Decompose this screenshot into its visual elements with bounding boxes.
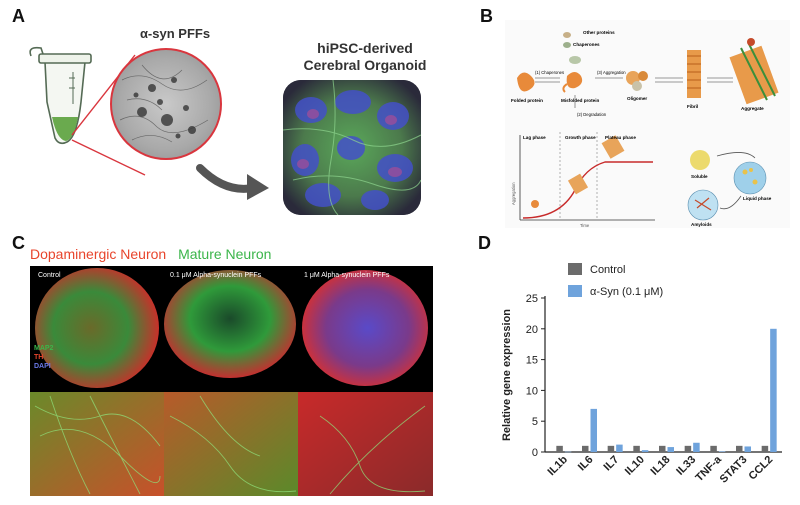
bar-il33-asyn xyxy=(693,442,700,452)
x-tick-label: IL10 xyxy=(623,454,647,478)
x-tick-label: STAT3 xyxy=(718,454,750,486)
aggregate-text: Aggregate xyxy=(741,106,764,111)
time-axis-text: Time xyxy=(580,223,590,228)
pff-low-organoid xyxy=(164,270,296,378)
organoid-label: hiPSC-derived Cerebral Organoid xyxy=(300,40,430,74)
legend-label: α-Syn (0.1 μM) xyxy=(590,286,663,298)
legend-swatch xyxy=(568,285,582,297)
aggregation-diagram: Other proteins Chaperones Folded protein… xyxy=(505,20,790,228)
x-tick-label: IL1b xyxy=(545,453,570,478)
pff-label: α-syn PFFs xyxy=(139,26,211,41)
curved-arrow-icon xyxy=(196,164,269,200)
y-axis-label: Relative gene expression xyxy=(501,309,513,441)
folded-protein-text: Folded protein xyxy=(511,98,543,103)
bar-stat3-asyn xyxy=(744,446,751,452)
liquid-phase-text: Liquid phase xyxy=(743,196,772,201)
chaperone-icon xyxy=(563,32,581,64)
soluble-text: Soluble xyxy=(691,174,708,179)
bar-ccl2-control xyxy=(761,445,769,452)
panel-b-letter: B xyxy=(480,6,493,26)
growth-phase-text: Growth phase xyxy=(565,135,596,140)
lag-phase-text: Lag phase xyxy=(523,135,546,140)
x-tick-label: IL18 xyxy=(649,454,673,478)
bar-il6-asyn xyxy=(590,408,597,452)
oligomer-icon xyxy=(626,71,648,91)
legend-label: Control xyxy=(590,264,625,276)
panel-c-letter: C xyxy=(12,233,25,253)
amyloids-text: Amyloids xyxy=(691,222,712,227)
stain-th: TH xyxy=(34,354,44,361)
mature-neuron-title: Mature Neuron xyxy=(178,246,272,262)
step3-text: (3) Aggregation xyxy=(597,70,626,75)
pff-high-caption: 1 μM Alpha-synuclein PFFs xyxy=(304,272,390,279)
step1-text: (1) Chaperones xyxy=(535,70,564,75)
control-caption: Control xyxy=(38,272,61,279)
pff-high-zoom xyxy=(298,392,433,496)
y-tick-label: 10 xyxy=(526,385,538,397)
organoid-micrographs: Control 0.1 μM Alpha-synuclein PFFs 1 μM… xyxy=(30,266,433,496)
panel-c-title: Dopaminergic Neuron Mature Neuron xyxy=(30,246,271,262)
stain-map2: MAP2 xyxy=(34,345,54,352)
bar-il7-control xyxy=(607,445,615,452)
stain-dapi: DAPI xyxy=(34,363,51,370)
pff-low-zoom xyxy=(164,392,298,496)
chaperones-text: Chaperones xyxy=(573,42,600,47)
organoid-label-line1: hiPSC-derived xyxy=(317,40,413,56)
bar-tnf-a-control xyxy=(710,445,717,452)
bar-il1b-asyn xyxy=(564,451,572,453)
folded-protein-icon xyxy=(517,72,535,92)
aggregate-icon xyxy=(729,38,779,105)
x-tick-label: IL6 xyxy=(576,454,596,474)
other-proteins-text: Other proteins xyxy=(583,30,615,35)
panel-d-letter: D xyxy=(478,233,491,253)
fibril-text: Fibril xyxy=(687,104,698,109)
organoid-label-line2: Cerebral Organoid xyxy=(303,57,427,73)
y-tick-label: 0 xyxy=(532,447,538,459)
y-tick-label: 25 xyxy=(526,293,538,305)
y-tick-label: 15 xyxy=(526,355,538,367)
panel-a-letter: A xyxy=(12,6,25,26)
pff-high-organoid xyxy=(302,270,428,386)
x-tick-label: CCL2 xyxy=(746,454,775,483)
y-tick-label: 20 xyxy=(526,324,538,336)
phase-separation-diagram: Soluble Liquid phase Amyloids xyxy=(687,150,772,227)
bar-il10-control xyxy=(633,445,640,452)
aggregation-axis-text: Aggregation xyxy=(511,182,516,205)
control-zoom xyxy=(30,392,164,496)
oligomer-text: Oligomer xyxy=(627,96,647,101)
control-organoid xyxy=(35,268,159,388)
bar-il18-asyn xyxy=(667,447,674,452)
bar-il6-control xyxy=(582,445,589,452)
x-tick-label: IL7 xyxy=(602,454,622,474)
bar-tnf-a-asyn xyxy=(718,451,726,452)
misfolded-protein-icon xyxy=(562,72,583,93)
bar-il7-asyn xyxy=(616,444,623,452)
step2-text: (2) Degradation xyxy=(577,112,607,117)
organoid-image xyxy=(283,80,421,215)
misfolded-protein-text: Misfolded protein xyxy=(561,98,599,103)
dopaminergic-neuron-title: Dopaminergic Neuron xyxy=(30,246,167,262)
bar-ccl2-asyn xyxy=(770,328,777,452)
eppendorf-tube-icon xyxy=(29,46,92,145)
bar-il10-asyn xyxy=(641,450,649,452)
plateau-phase-text: Plateau phase xyxy=(605,135,636,140)
kinetics-graph: Lag phase Growth phase Plateau phase Agg… xyxy=(511,132,655,228)
fibril-icon xyxy=(687,50,701,98)
bar-il18-control xyxy=(659,445,666,452)
pff-low-caption: 0.1 μM Alpha-synuclein PFFs xyxy=(170,272,262,279)
bar-stat3-control xyxy=(736,445,743,452)
legend-swatch xyxy=(568,263,582,275)
bar-il33-control xyxy=(684,445,692,452)
tem-micrograph xyxy=(110,48,222,160)
y-tick-label: 5 xyxy=(532,416,538,428)
bar-il1b-control xyxy=(556,445,563,452)
stain-legend: MAP2 TH DAPI xyxy=(34,344,53,371)
